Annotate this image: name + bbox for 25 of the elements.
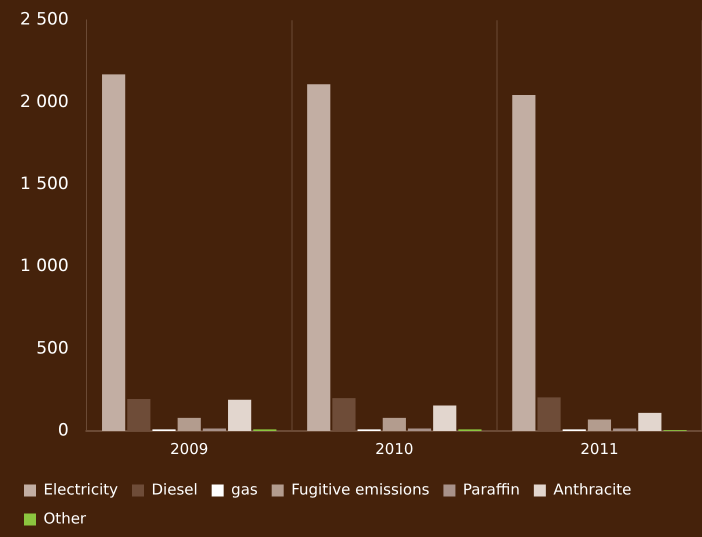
legend-label: Paraffin [462,480,520,498]
legend-label: Other [44,509,87,528]
y-tick-label: 1 500 [20,174,69,194]
legend-label: Anthracite [553,480,632,498]
legend-label: Fugitive emissions [291,480,430,498]
legend-label: Diesel [152,480,198,498]
bar [178,418,201,431]
y-tick-label: 2 000 [20,92,69,112]
bar [307,84,330,431]
y-tick-label: 1 000 [20,256,69,276]
y-tick-label: 500 [36,338,69,358]
y-tick-label: 2 500 [20,10,69,30]
bar [102,74,126,431]
bar [588,420,612,431]
bar [228,400,252,431]
bar [512,94,536,431]
bar [433,406,456,431]
bar [638,412,662,431]
y-tick-label: 0 [58,420,69,440]
x-tick-label: 2009 [170,440,208,458]
x-tick-label: 2010 [375,440,414,458]
x-tick-label: 2011 [580,440,619,458]
legend-label: Electricity [44,480,118,498]
bar [382,418,406,431]
legend-label: gas [231,480,258,498]
